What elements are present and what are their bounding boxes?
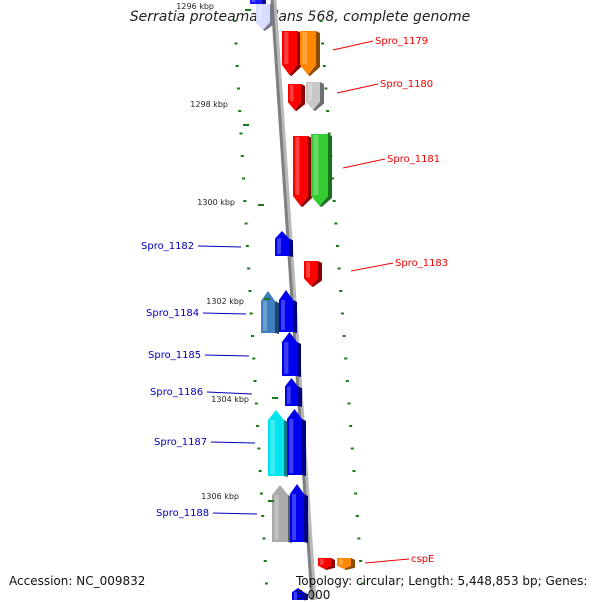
leader-line: [336, 83, 379, 94]
scale-tick-mark: [272, 397, 278, 399]
scale-tick-label: 1300 kbp: [197, 198, 235, 207]
map-title: Serratia proteamaculans 568, complete ge…: [129, 9, 471, 25]
gene-features: [250, 0, 355, 600]
gene-arrow: [285, 378, 302, 407]
gene-arrow: [272, 485, 292, 543]
gene-label[interactable]: Spro_1182: [141, 241, 194, 252]
leader-line: [206, 391, 253, 395]
genome-backbone: [271, 0, 317, 600]
scale-tick-mark: [243, 124, 249, 126]
gene-label[interactable]: Spro_1188: [156, 508, 209, 519]
scale-tick-mark: [264, 298, 270, 300]
leader-line: [342, 158, 386, 169]
gene-label[interactable]: cspE: [411, 554, 434, 565]
gene-label[interactable]: Spro_1185: [148, 350, 201, 361]
leader-line: [332, 40, 374, 51]
gene-label[interactable]: Spro_1187: [154, 437, 207, 448]
leader-line: [212, 512, 258, 515]
leader-line: [210, 441, 256, 444]
scale-tick-label: 1296 kbp: [176, 2, 214, 11]
tick-marks: [233, 20, 364, 585]
gene-arrow: [306, 82, 324, 111]
gene-label[interactable]: Spro_1186: [150, 387, 203, 398]
genome-summary-text: Topology: circular; Length: 5,448,853 bp…: [296, 574, 588, 602]
leader-line: [204, 354, 250, 357]
gene-arrow: [287, 409, 306, 476]
leader-line: [350, 262, 394, 272]
gene-arrow: [268, 410, 288, 477]
gene-arrow: [337, 558, 355, 570]
gene-arrow: [288, 84, 305, 111]
gene-arrow: [261, 291, 279, 334]
gene-arrow: [300, 31, 320, 76]
gene-arrow: [279, 290, 297, 333]
leader-line: [197, 245, 242, 248]
gene-label[interactable]: Spro_1183: [395, 258, 448, 269]
gene-arrow: [293, 136, 312, 207]
gene-arrow: [275, 231, 293, 257]
scale-tick-label: 1306 kbp: [201, 492, 239, 501]
gene-arrow: [290, 484, 308, 543]
scale-tick-mark: [268, 500, 274, 502]
gene-arrow: [292, 588, 308, 600]
leader-line: [202, 312, 247, 315]
gene-arrow: [318, 558, 335, 570]
gene-arrow: [304, 261, 322, 287]
scale-tick-label: 1298 kbp: [190, 100, 228, 109]
scale-tick-mark: [245, 9, 251, 11]
scale-tick-label: 1304 kbp: [211, 395, 249, 404]
gene-arrow: [282, 31, 301, 76]
gene-arrow: [282, 332, 301, 377]
accession-text: Accession: NC_009832: [9, 574, 146, 588]
leader-line: [364, 558, 410, 564]
scale-labels: 1296 kbp 1298 kbp 1300 kbp 1302 kbp 1304 kbp…: [176, 2, 278, 502]
gene-labels: Spro_1179 Spro_1180 Spro_1181 Spro_1182 Spro…: [141, 36, 448, 565]
gene-arrow: [256, 4, 274, 31]
gene-label[interactable]: Spro_1179: [375, 36, 428, 47]
gene-label[interactable]: Spro_1184: [146, 308, 199, 319]
gene-arrow: [311, 134, 332, 207]
scale-tick-mark: [258, 204, 264, 206]
gene-label[interactable]: Spro_1181: [387, 154, 440, 165]
gene-label[interactable]: Spro_1180: [380, 79, 433, 90]
scale-tick-label: 1302 kbp: [206, 297, 244, 306]
gene-arrow: [250, 0, 266, 5]
